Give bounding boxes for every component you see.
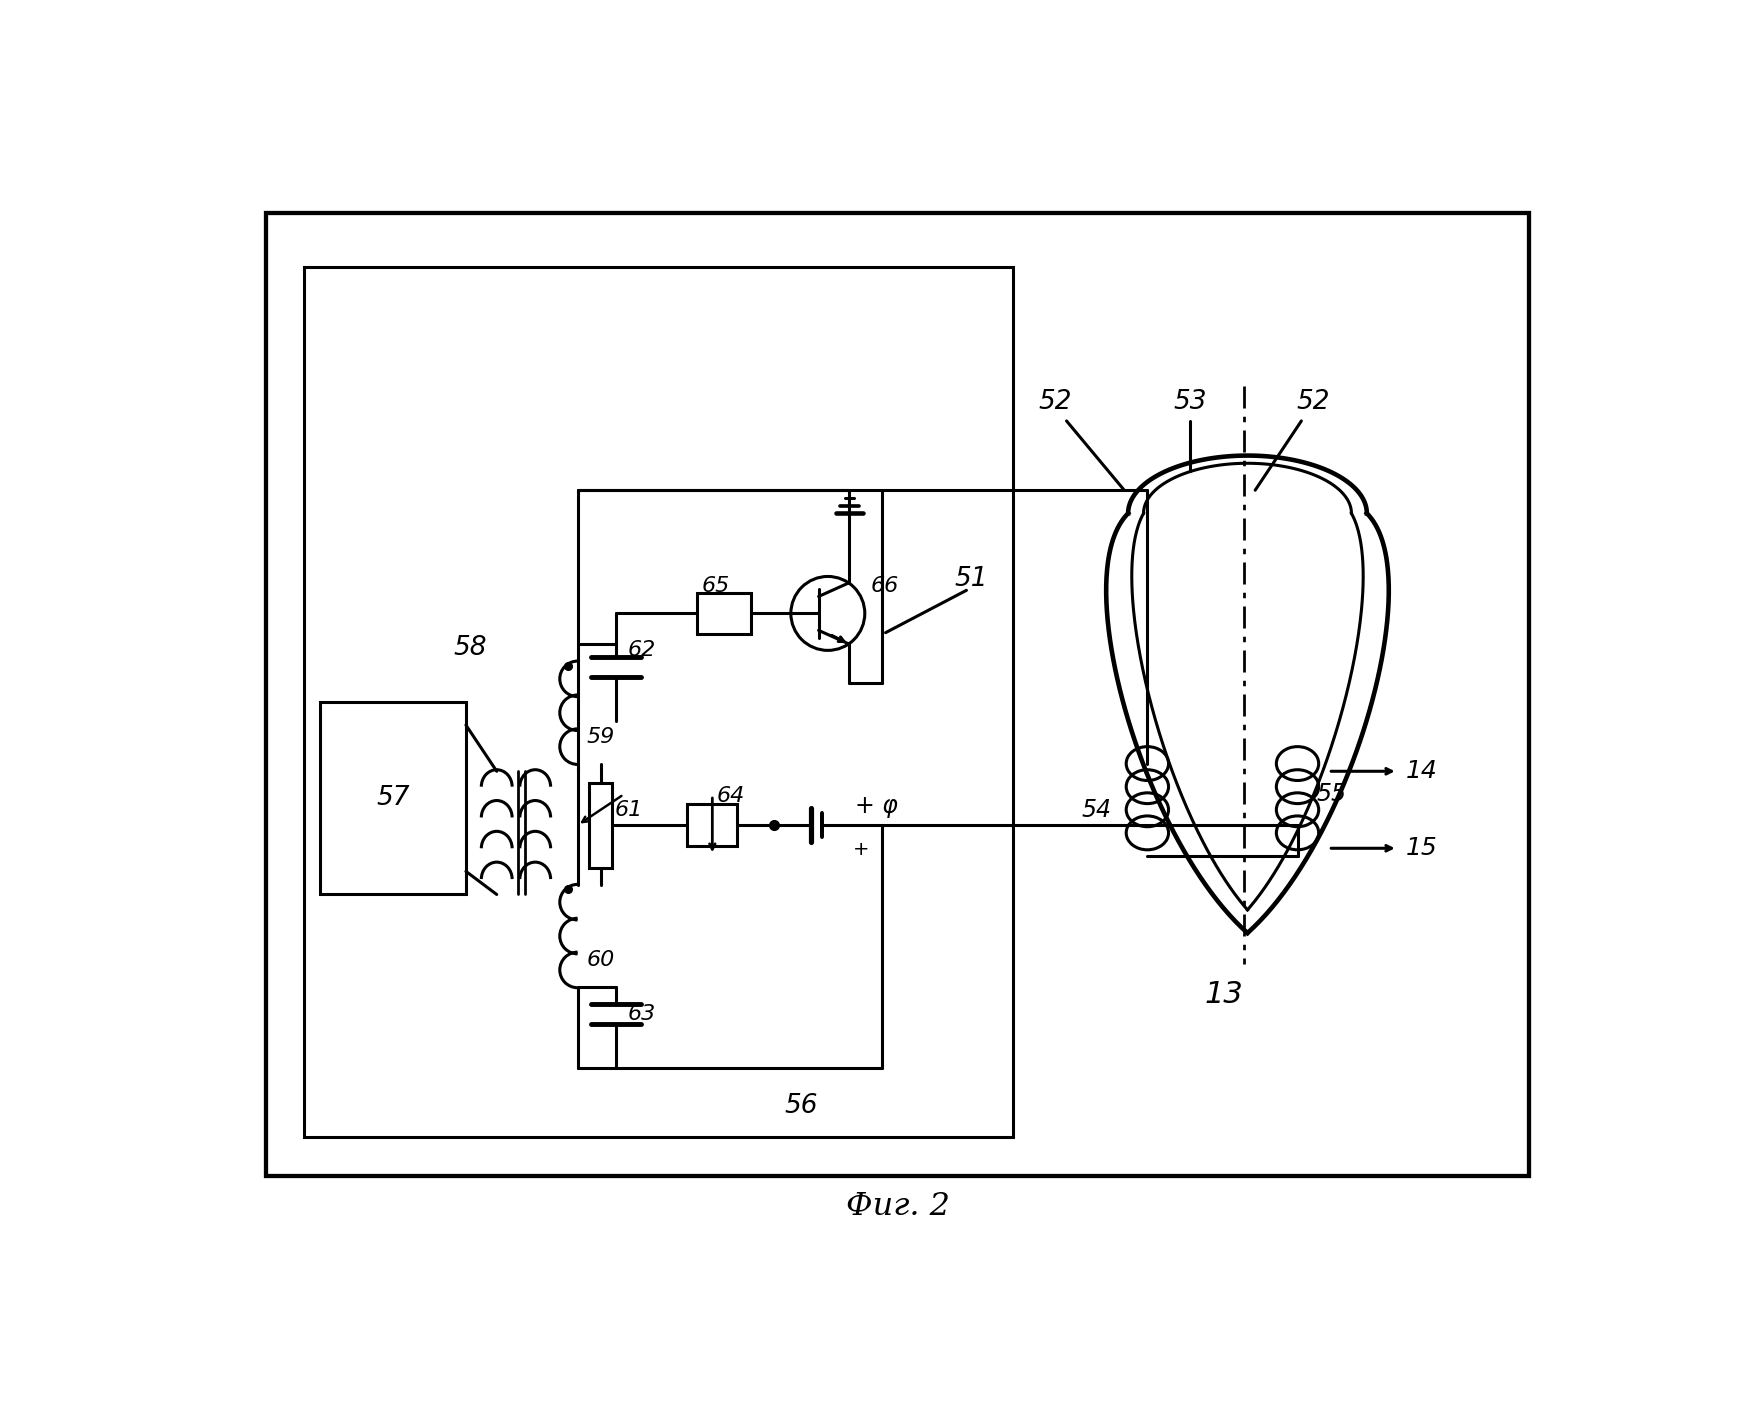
Text: 55: 55	[1318, 783, 1347, 807]
Text: 14: 14	[1405, 759, 1437, 783]
Text: 51: 51	[955, 565, 988, 592]
Text: 52: 52	[1296, 389, 1330, 415]
Text: 62: 62	[627, 640, 655, 659]
Text: 59: 59	[587, 727, 615, 746]
Text: 60: 60	[587, 950, 615, 969]
Text: 58: 58	[454, 636, 487, 661]
Text: 57: 57	[377, 786, 410, 811]
Text: 54: 54	[1083, 798, 1113, 822]
Text: 13: 13	[1205, 981, 1244, 1009]
Text: 15: 15	[1405, 836, 1437, 860]
Text: 52: 52	[1039, 389, 1072, 415]
Text: 64: 64	[717, 786, 745, 805]
Bar	[266, 213, 1528, 1176]
Text: 63: 63	[627, 1003, 655, 1024]
Text: 56: 56	[785, 1093, 818, 1120]
Text: + φ: + φ	[855, 794, 897, 818]
Text: 65: 65	[703, 577, 731, 596]
Bar	[319, 702, 466, 895]
Bar	[305, 267, 1013, 1136]
Text: Фиг. 2: Фиг. 2	[846, 1191, 950, 1222]
Bar	[589, 783, 611, 867]
Text: 53: 53	[1174, 389, 1207, 415]
Bar	[687, 804, 738, 846]
Text: 66: 66	[871, 577, 899, 596]
Text: +: +	[853, 840, 869, 859]
Text: 61: 61	[615, 800, 643, 819]
Bar	[697, 592, 752, 634]
